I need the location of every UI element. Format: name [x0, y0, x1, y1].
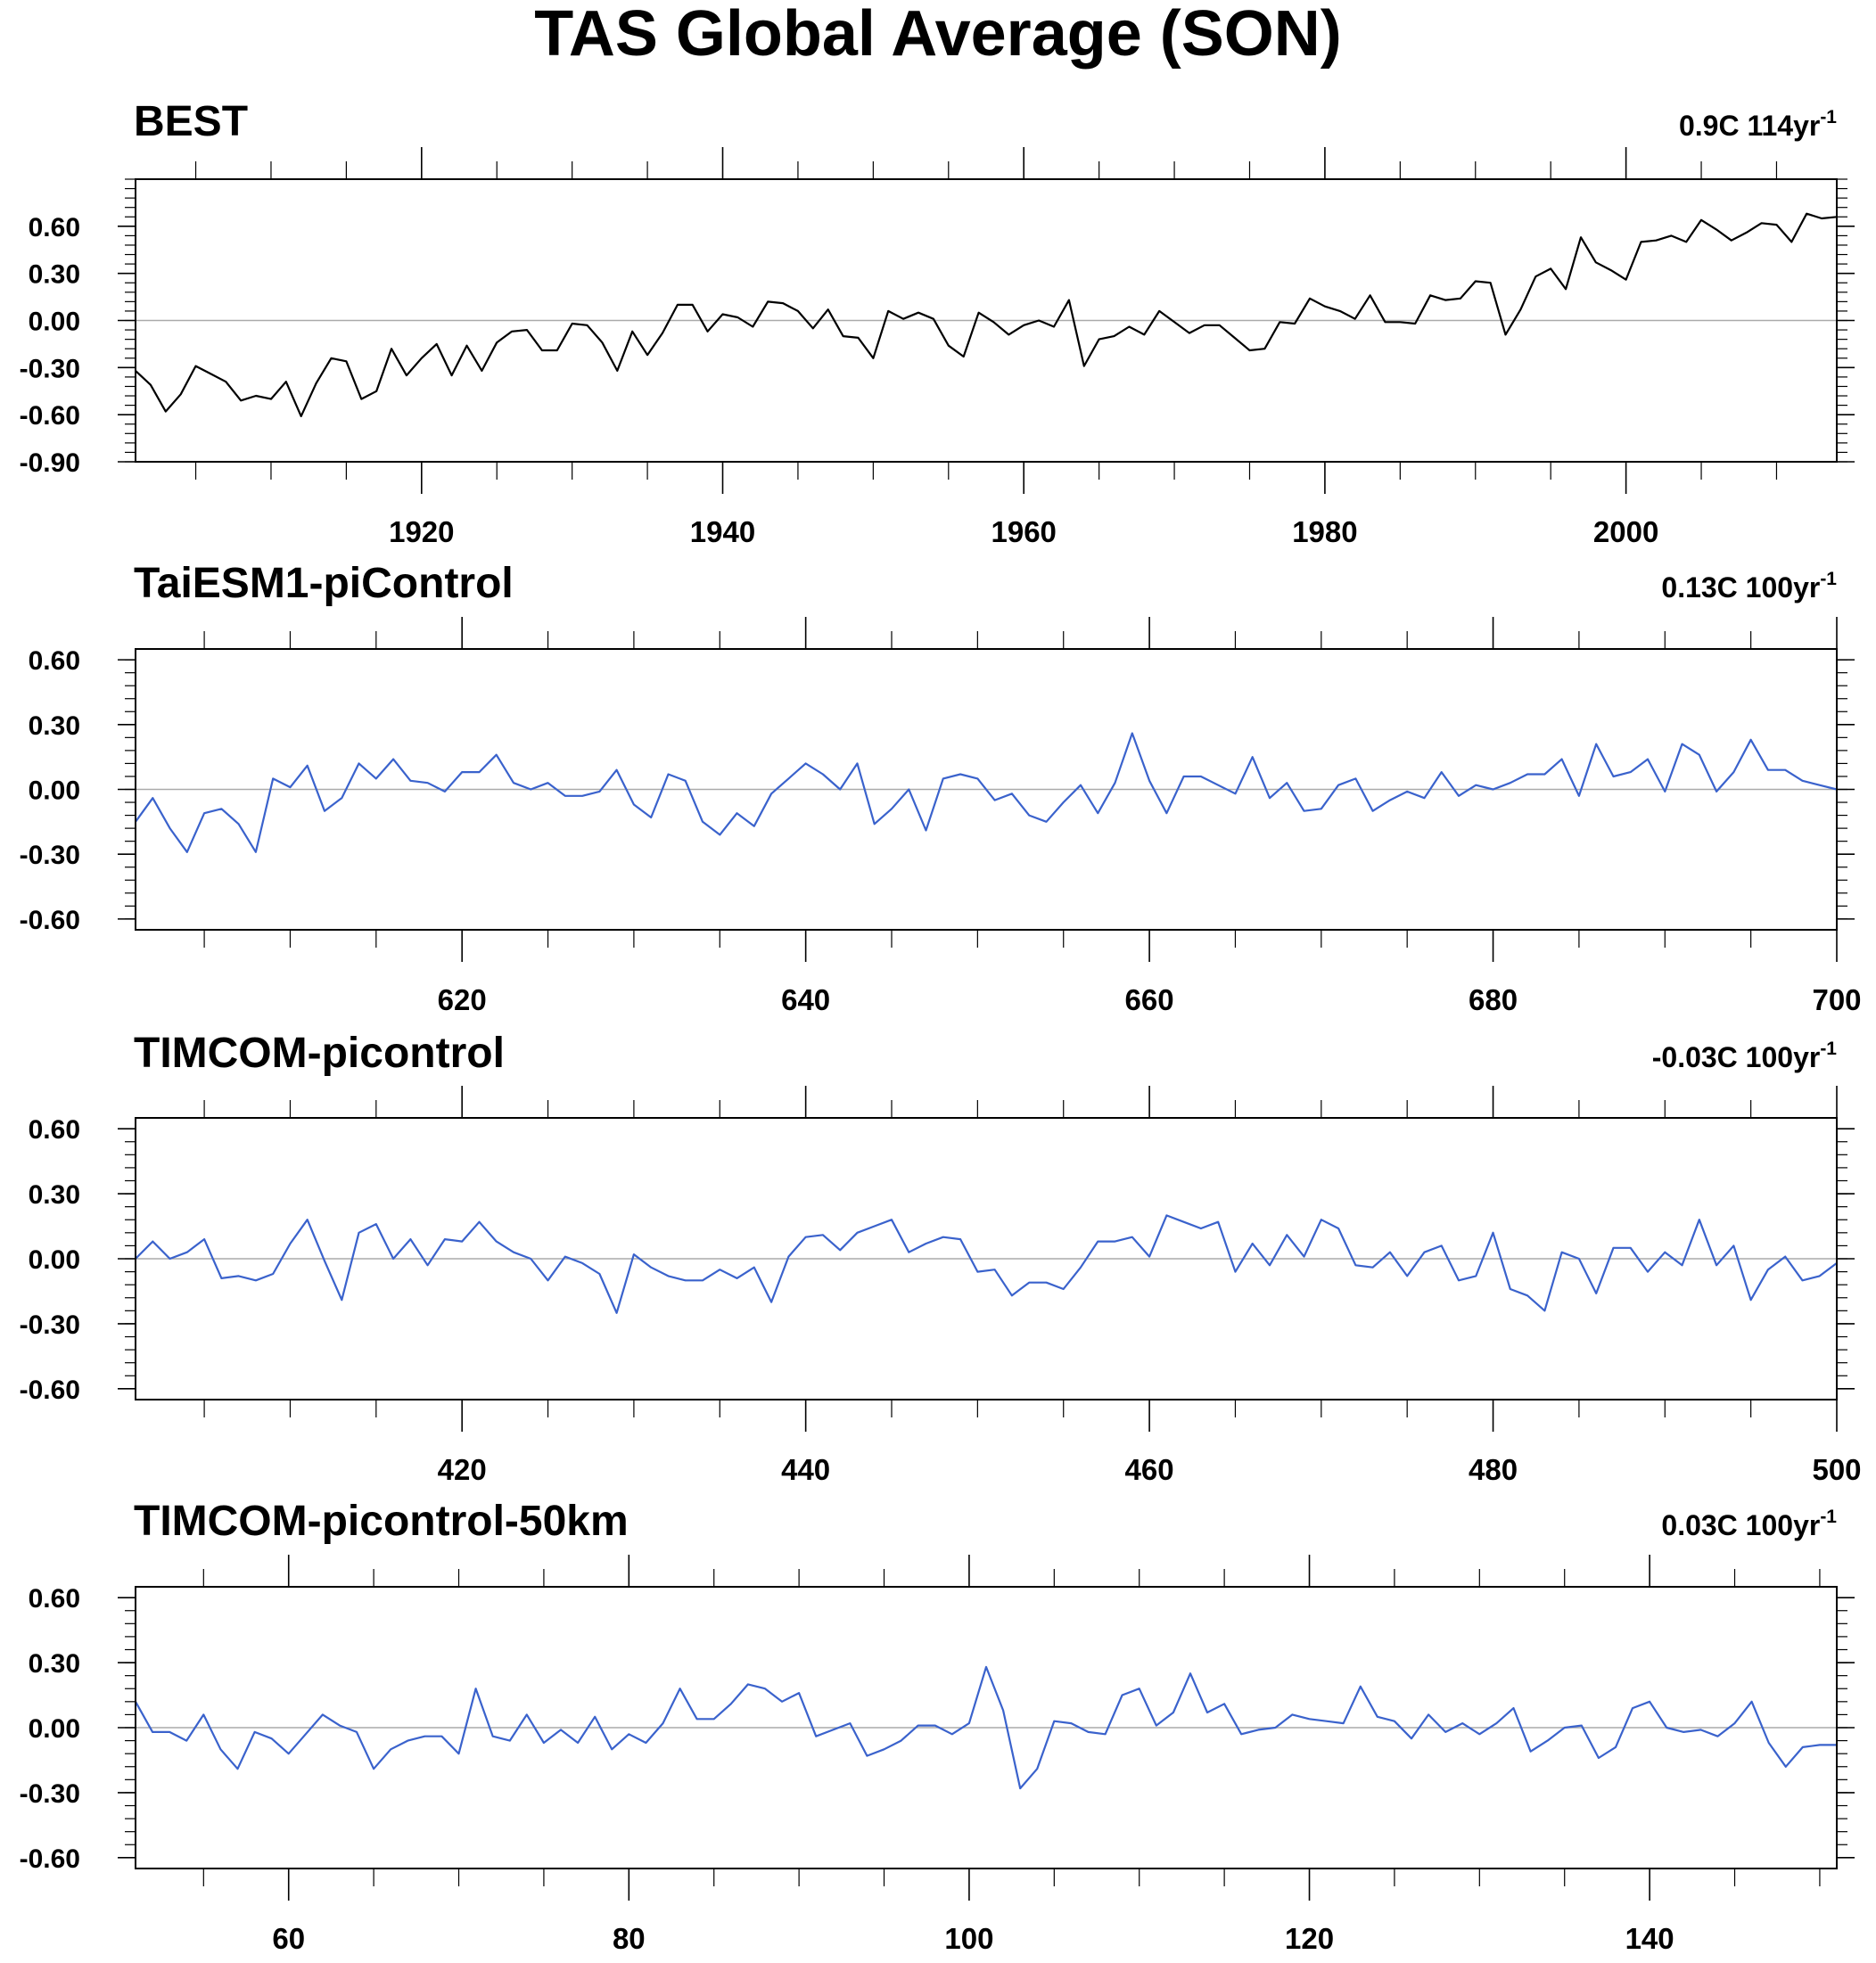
y-tick-label: 0.00 — [29, 1245, 80, 1275]
x-tick-label: 640 — [781, 983, 830, 1016]
x-tick-label: 680 — [1469, 983, 1518, 1016]
figure-title: TAS Global Average (SON) — [534, 0, 1341, 70]
x-tick-label: 2000 — [1593, 515, 1658, 548]
chart-panel: BEST 0.9C 114yr-1 -0.90 -0.60 -0.30 0.00 0.30 0… — [20, 98, 1855, 548]
x-tick-label: 420 — [438, 1453, 487, 1486]
y-tick-label: -0.60 — [20, 1376, 80, 1405]
x-tick-label: 120 — [1285, 1922, 1334, 1955]
plot-frame — [135, 178, 1838, 463]
x-tick-label: 500 — [1812, 1453, 1861, 1486]
y-tick-label: 0.60 — [29, 213, 80, 242]
y-tick-label: -0.30 — [20, 841, 80, 870]
x-tick-label: 1960 — [991, 515, 1057, 548]
x-tick-label: 480 — [1469, 1453, 1518, 1486]
trend-label: 0.13C 100yr-1 — [1661, 569, 1837, 604]
x-tick-label: 700 — [1812, 983, 1861, 1016]
trend-label: 0.03C 100yr-1 — [1661, 1507, 1837, 1541]
panel-title: TIMCOM-picontrol-50km — [134, 1498, 629, 1545]
y-tick-label: 0.30 — [29, 1180, 80, 1210]
x-tick-label: 620 — [438, 983, 487, 1016]
series-line — [135, 212, 1838, 417]
y-tick-label: -0.60 — [20, 906, 80, 935]
plot-frame — [135, 1117, 1838, 1400]
y-tick-label: -0.90 — [20, 448, 80, 478]
y-tick-label: 0.60 — [29, 1115, 80, 1145]
panel-title: BEST — [134, 98, 248, 145]
y-tick-label: -0.30 — [20, 1779, 80, 1809]
x-tick-label: 1980 — [1292, 515, 1357, 548]
y-tick-label: -0.30 — [20, 1310, 80, 1340]
x-tick-label: 80 — [613, 1922, 646, 1955]
y-tick-label: -0.60 — [20, 401, 80, 431]
x-tick-label: 460 — [1125, 1453, 1174, 1486]
y-tick-label: 0.30 — [29, 1649, 80, 1679]
series-line — [135, 1665, 1837, 1790]
x-tick-label: 660 — [1125, 983, 1174, 1016]
plot-frame — [135, 1586, 1838, 1869]
y-tick-label: -0.30 — [20, 354, 80, 383]
y-tick-label: 0.30 — [29, 711, 80, 741]
x-tick-label: 100 — [944, 1922, 993, 1955]
panel-title: TIMCOM-picontrol — [134, 1030, 505, 1077]
plot-frame — [135, 648, 1838, 931]
y-tick-label: 0.30 — [29, 260, 80, 290]
y-tick-label: 0.00 — [29, 776, 80, 806]
x-tick-label: 140 — [1625, 1922, 1674, 1955]
y-tick-label: 0.00 — [29, 1714, 80, 1744]
y-tick-label: -0.60 — [20, 1844, 80, 1874]
y-tick-label: 0.60 — [29, 1584, 80, 1614]
trend-label: 0.9C 114yr-1 — [1679, 107, 1837, 142]
x-tick-label: 1940 — [690, 515, 755, 548]
x-tick-label: 440 — [781, 1453, 830, 1486]
series-line — [135, 1214, 1838, 1314]
series-line — [135, 732, 1838, 853]
x-tick-label: 60 — [272, 1922, 305, 1955]
chart-panel: TIMCOM-picontrol -0.03C 100yr-1 -0.60 -0.30… — [20, 1030, 1862, 1486]
chart-panel: TIMCOM-picontrol-50km 0.03C 100yr-1 -0.60 -… — [20, 1498, 1855, 1955]
y-tick-label: 0.60 — [29, 646, 80, 676]
x-tick-label: 1920 — [389, 515, 454, 548]
panels: BEST 0.9C 114yr-1 -0.90 -0.60 -0.30 0.00 0.30 0… — [20, 98, 1862, 1955]
chart-panel: TaiESM1-piControl 0.13C 100yr-1 -0.60 -0.30… — [20, 560, 1862, 1016]
panel-title: TaiESM1-piControl — [134, 560, 514, 607]
trend-label: -0.03C 100yr-1 — [1652, 1039, 1838, 1073]
y-tick-label: 0.00 — [29, 308, 80, 337]
